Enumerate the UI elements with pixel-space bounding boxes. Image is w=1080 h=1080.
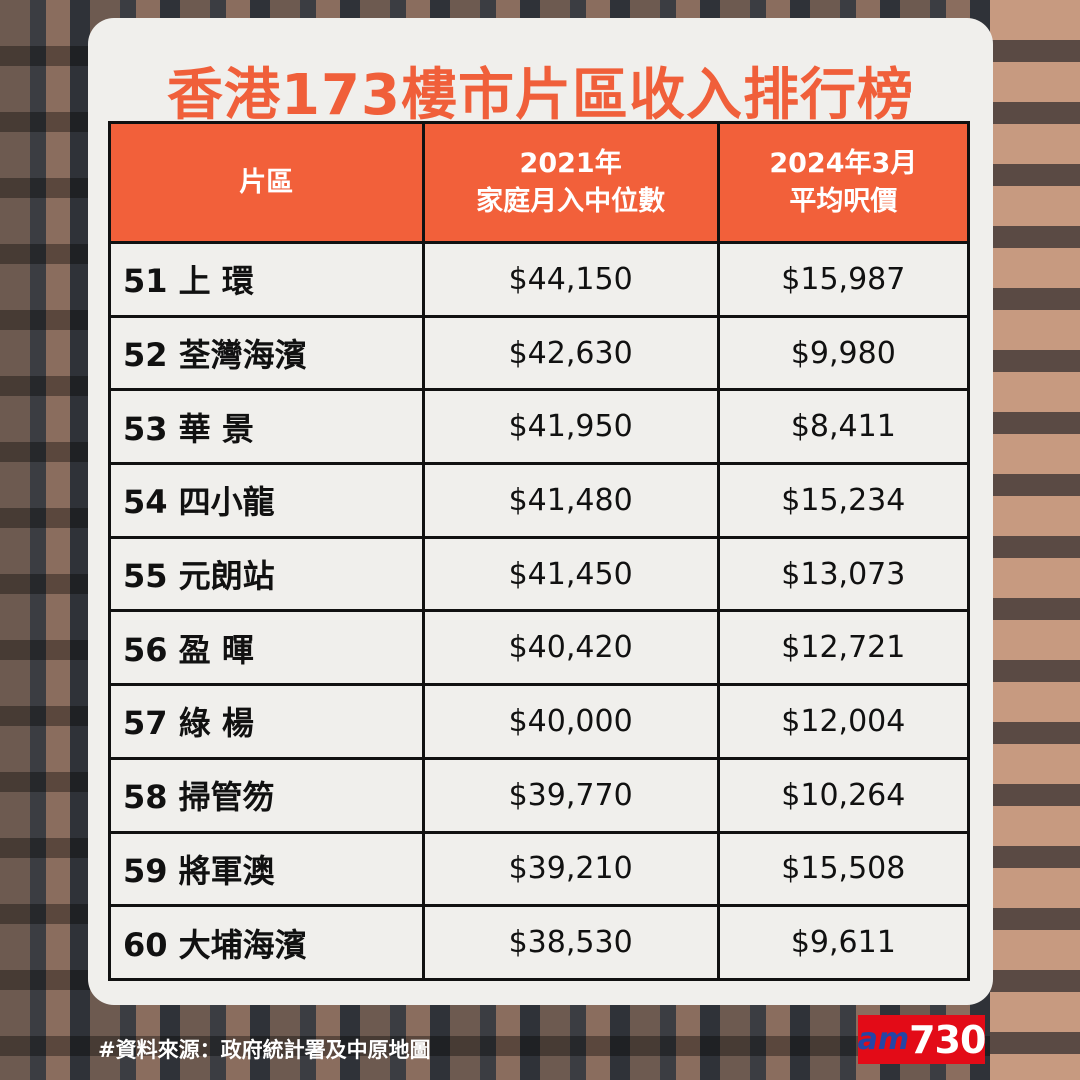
table-row: 56 盈 暉 $40,420 $12,721 bbox=[108, 609, 971, 687]
price-cell: $15,987 bbox=[716, 241, 971, 318]
header-income: 2021年家庭月入中位數 bbox=[421, 121, 720, 244]
header-text: 家庭月入中位數 bbox=[476, 185, 666, 217]
table-row: 57 綠 楊 $40,000 $12,004 bbox=[108, 683, 971, 760]
district-cell: 57 綠 楊 bbox=[108, 683, 425, 760]
table-row: 59 將軍澳 $39,210 $15,508 bbox=[108, 830, 971, 908]
table-row: 51 上 環 $44,150 $15,987 bbox=[108, 241, 971, 318]
table-header-row: 片區 2021年家庭月入中位數 2024年3月 平均呎價 bbox=[108, 121, 971, 244]
district-cell: 56 盈 暉 bbox=[108, 609, 425, 687]
price-cell: $12,721 bbox=[716, 609, 971, 687]
income-cell: $44,150 bbox=[421, 241, 720, 318]
table-row: 52 荃灣海濱 $42,630 $9,980 bbox=[108, 314, 971, 392]
table-row: 54 四小龍 $41,480 $15,234 bbox=[108, 462, 971, 539]
income-cell: $39,210 bbox=[421, 830, 720, 908]
background-building bbox=[990, 0, 1080, 1080]
district-cell: 59 將軍澳 bbox=[108, 830, 425, 908]
price-cell: $9,980 bbox=[716, 314, 971, 392]
income-cell: $39,770 bbox=[421, 756, 720, 834]
district-cell: 52 荃灣海濱 bbox=[108, 314, 425, 392]
district-cell: 51 上 環 bbox=[108, 241, 425, 318]
header-district: 片區 bbox=[108, 121, 425, 244]
header-price: 2024年3月 平均呎價 bbox=[716, 121, 971, 244]
price-cell: $13,073 bbox=[716, 535, 971, 613]
header-text: 2024年3月 bbox=[769, 147, 918, 179]
source-note: #資料來源：政府統計署及中原地圖 bbox=[98, 1038, 431, 1062]
ranking-card: 香港173樓市片區收入排行榜 片區 2021年家庭月入中位數 2024年3月 平均… bbox=[88, 18, 993, 1005]
district-cell: 54 四小龍 bbox=[108, 462, 425, 539]
district-cell: 55 元朗站 bbox=[108, 535, 425, 613]
income-cell: $40,420 bbox=[421, 609, 720, 687]
header-text: 2021年 bbox=[519, 147, 622, 179]
table-row: 53 華 景 $41,950 $8,411 bbox=[108, 388, 971, 466]
table-row: 58 掃管笏 $39,770 $10,264 bbox=[108, 756, 971, 834]
income-cell: $42,630 bbox=[421, 314, 720, 392]
price-cell: $15,508 bbox=[716, 830, 971, 908]
price-cell: $8,411 bbox=[716, 388, 971, 466]
price-cell: $9,611 bbox=[716, 904, 971, 981]
header-text: 平均呎價 bbox=[789, 185, 898, 217]
table-row: 55 元朗站 $41,450 $13,073 bbox=[108, 535, 971, 613]
income-cell: $41,450 bbox=[421, 535, 720, 613]
income-cell: $38,530 bbox=[421, 904, 720, 981]
price-cell: $10,264 bbox=[716, 756, 971, 834]
price-cell: $15,234 bbox=[716, 462, 971, 539]
income-cell: $41,950 bbox=[421, 388, 720, 466]
district-cell: 60 大埔海濱 bbox=[108, 904, 425, 981]
district-cell: 53 華 景 bbox=[108, 388, 425, 466]
header-text: 片區 bbox=[239, 166, 294, 198]
table-row: 60 大埔海濱 $38,530 $9,611 bbox=[108, 904, 971, 981]
ranking-table: 片區 2021年家庭月入中位數 2024年3月 平均呎價 51 上 環 $44,15… bbox=[108, 121, 971, 981]
price-cell: $12,004 bbox=[716, 683, 971, 760]
am730-logo: am 730 bbox=[858, 1015, 986, 1064]
district-cell: 58 掃管笏 bbox=[108, 756, 425, 834]
income-cell: $40,000 bbox=[421, 683, 720, 760]
income-cell: $41,480 bbox=[421, 462, 720, 539]
page-title: 香港173樓市片區收入排行榜 bbox=[167, 63, 914, 128]
